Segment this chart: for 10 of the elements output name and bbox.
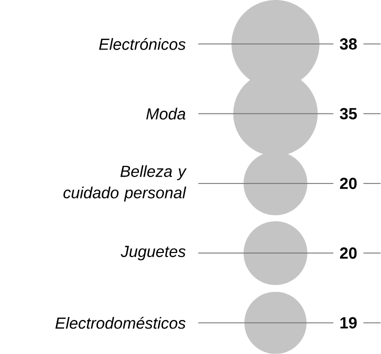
data-label: 38: [340, 38, 357, 50]
data-label: 35: [340, 108, 357, 120]
data-label: 20: [340, 247, 357, 259]
data-label: 19: [340, 317, 357, 329]
data-label: 20: [340, 178, 357, 190]
category-label: Juguetes: [120, 246, 186, 260]
category-label: Electrodomésticos: [55, 316, 186, 329]
category-label: Belleza y cuidado personal: [63, 165, 187, 202]
category-label: Electrónicos: [99, 38, 186, 50]
category-label: Moda: [146, 108, 186, 120]
